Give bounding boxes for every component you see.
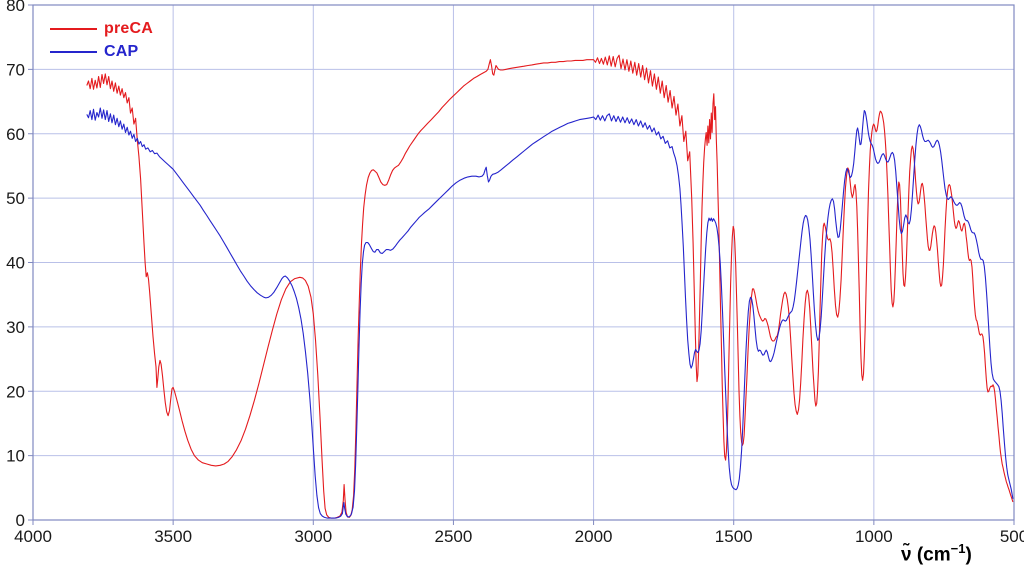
x-axis-title-base: ν̃ (cm: [901, 544, 951, 566]
svg-text:70: 70: [6, 60, 25, 79]
svg-text:50: 50: [6, 189, 25, 208]
svg-text:60: 60: [6, 125, 25, 144]
svg-text:2500: 2500: [435, 527, 473, 546]
legend-entry-preca: preCA: [50, 17, 153, 40]
svg-text:30: 30: [6, 318, 25, 337]
x-axis-title: ν̃ (cm−1): [901, 541, 972, 566]
svg-text:3000: 3000: [294, 527, 332, 546]
svg-text:2000: 2000: [575, 527, 613, 546]
legend-label-preca: preCA: [104, 19, 154, 37]
svg-text:1500: 1500: [715, 527, 753, 546]
legend-line-cap: [50, 50, 97, 53]
svg-text:10: 10: [6, 447, 25, 466]
svg-text:3500: 3500: [154, 527, 192, 546]
legend-line-preca: [50, 27, 97, 30]
svg-text:20: 20: [6, 382, 25, 401]
x-axis-title-close: ): [965, 544, 972, 566]
svg-text:0: 0: [16, 511, 25, 530]
legend-label-cap: CAP: [104, 42, 139, 60]
legend: preCA CAP: [50, 17, 153, 63]
legend-entry-cap: CAP: [50, 40, 153, 63]
svg-text:1000: 1000: [855, 527, 893, 546]
svg-text:40: 40: [6, 254, 25, 273]
svg-text:500: 500: [1000, 527, 1024, 546]
x-axis-title-exponent: −1: [950, 541, 966, 556]
svg-text:80: 80: [6, 0, 25, 15]
svg-text:4000: 4000: [14, 527, 52, 546]
